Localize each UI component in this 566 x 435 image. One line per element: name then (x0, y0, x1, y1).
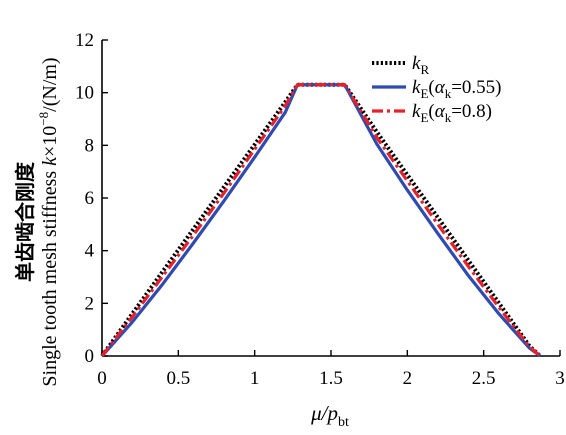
y-tick-label: 2 (85, 293, 95, 314)
y-tick-label: 8 (85, 135, 95, 156)
y-tick-label: 12 (75, 30, 94, 51)
legend-label-3: kE(αk=0.8) (412, 101, 492, 125)
x-tick-label: 2.5 (472, 368, 496, 389)
series-line-2 (100, 83, 542, 358)
x-tick-label: 1 (250, 368, 260, 389)
legend-label-1: kR (412, 53, 429, 77)
series-line-1 (100, 82, 542, 358)
y-axis-title-line2: Single tooth mesh stiffness k×10−8/(N/m) (36, 57, 61, 386)
x-axis-title-main: μ/p (310, 401, 338, 425)
x-tick-label: 3 (555, 368, 565, 389)
y-tick-label: 6 (85, 188, 95, 209)
x-tick-label: 0.5 (166, 368, 190, 389)
series-layer (100, 82, 542, 358)
legend-label-2: kE(αk=0.55) (412, 77, 502, 101)
y-axis-title-tail: /(N/m) (39, 57, 61, 111)
y-tick-label: 10 (75, 83, 94, 104)
x-tick-label: 2 (403, 368, 413, 389)
y-axis-title-main: Single tooth mesh stiffness (39, 166, 61, 387)
x-tick-label: 1.5 (319, 368, 343, 389)
y-axis-title-unit: ×10 (39, 126, 61, 157)
x-axis: 0 0.5 1 1.5 2 2.5 3 (97, 350, 565, 389)
y-axis-title: 单齿啮合刚度 Single tooth mesh stiffness k×10−… (13, 57, 61, 386)
y-axis: 0 2 4 6 8 10 12 (75, 30, 108, 367)
y-tick-label: 0 (85, 346, 95, 367)
x-axis-title: μ/pbt (310, 401, 349, 430)
x-axis-title-sub: bt (338, 415, 349, 430)
series-line-3 (100, 83, 542, 358)
y-axis-title-exp: −8 (36, 112, 51, 126)
y-tick-label: 4 (85, 241, 95, 262)
x-tick-label: 0 (97, 368, 107, 389)
y-axis-title-k: k (39, 156, 61, 166)
y-axis-title-line1: 单齿啮合刚度 (13, 161, 37, 282)
